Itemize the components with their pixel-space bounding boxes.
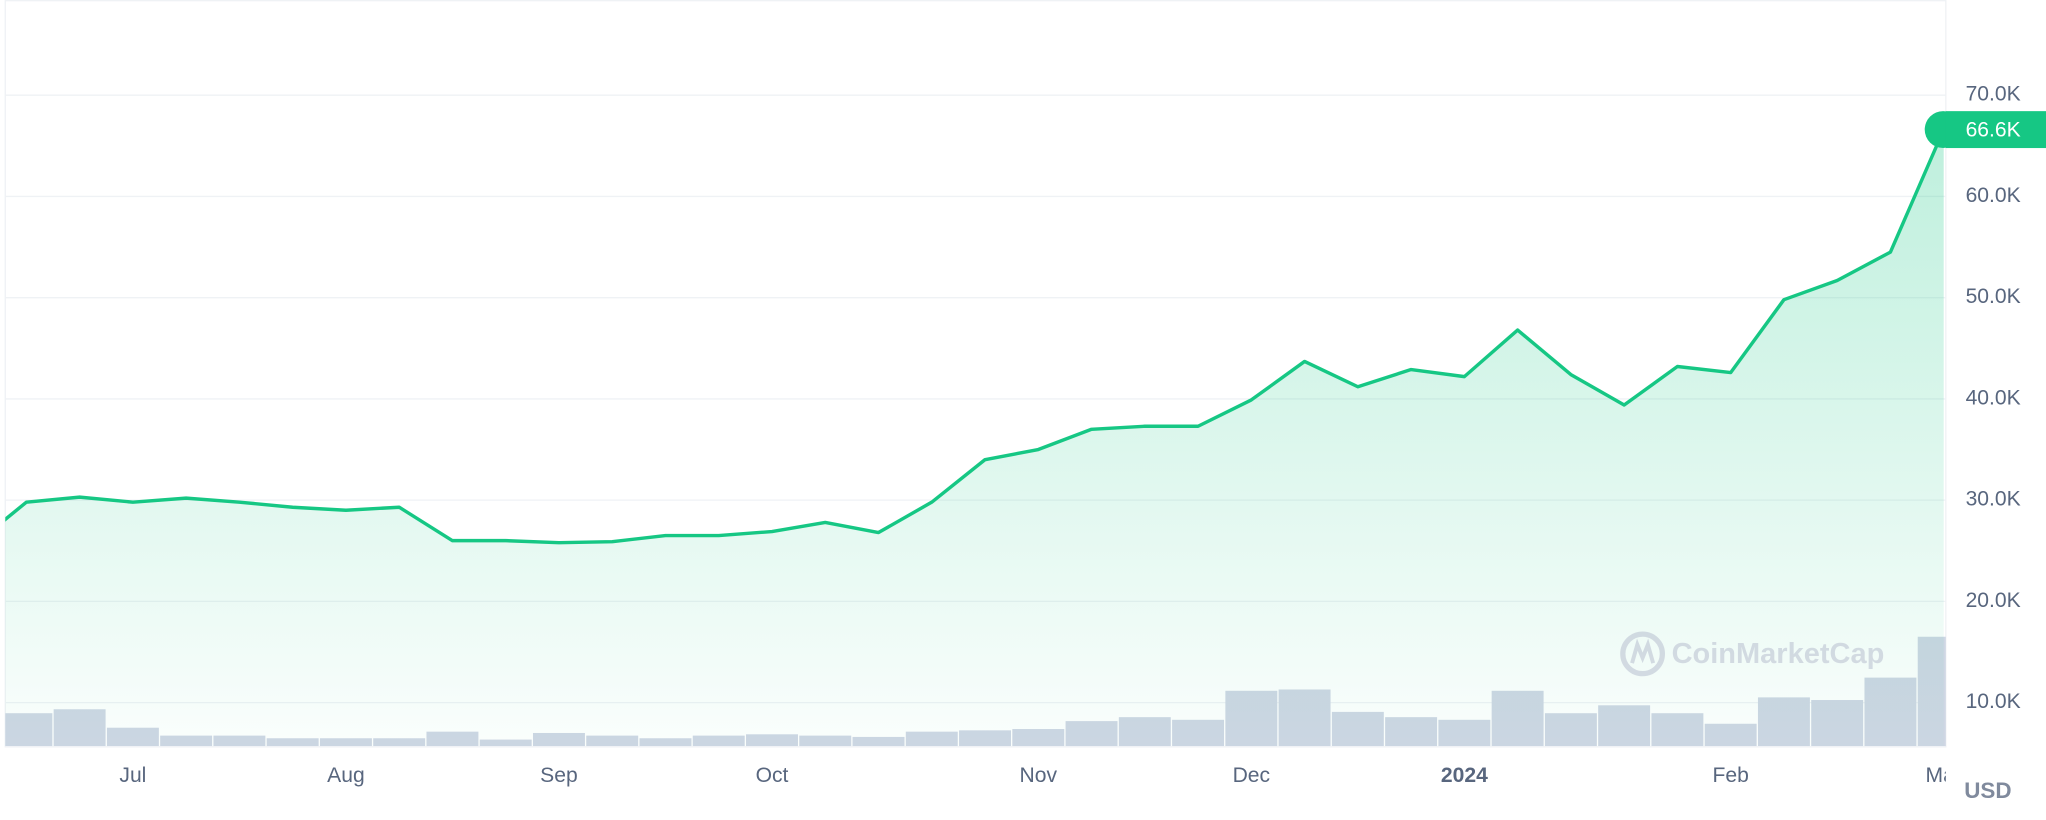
y-tick-label: 60.0K: [1966, 184, 2021, 207]
x-tick-label: Aug: [327, 764, 365, 787]
x-tick-label: Jul: [119, 764, 146, 787]
last-price-badge: [1945, 111, 2046, 149]
currency-label: USD: [1964, 778, 2011, 803]
x-tick-label: Nov: [1020, 764, 1058, 787]
x-tick-label: Sep: [540, 764, 578, 787]
y-tick-label: 10.0K: [1966, 690, 2021, 713]
price-line: [5, 128, 1946, 545]
y-tick-label: 30.0K: [1966, 488, 2021, 511]
watermark-logo: [1620, 631, 1666, 677]
x-tick-label: Dec: [1233, 764, 1270, 787]
watermark: CoinMarketCap: [1620, 631, 1885, 677]
plot-area: [5, 128, 1946, 747]
x-axis: Jul Aug Sep Oct Nov Dec 2024 Feb Mar: [119, 764, 1962, 787]
x-tick-label: Feb: [1712, 764, 1748, 787]
y-tick-label: 40.0K: [1966, 386, 2021, 409]
y-axis: 10.0K 20.0K 30.0K 40.0K 50.0K 60.0K 70.0K: [1966, 83, 2021, 713]
plot-frame: [4, 0, 1947, 748]
y-tick-label: 50.0K: [1966, 285, 2021, 308]
y-tick-label: 20.0K: [1966, 589, 2021, 612]
x-tick-label: 2024: [1441, 764, 1488, 787]
x-tick-label: Mar: [1926, 764, 1962, 787]
watermark-text: CoinMarketCap: [1672, 638, 1885, 670]
watermark-logo-mark: [1630, 638, 1656, 664]
last-price-label: 66.6K: [1966, 118, 2021, 141]
x-tick-label: Oct: [756, 764, 789, 787]
price-area: [5, 129, 1944, 747]
y-tick-label: 70.0K: [1966, 83, 2021, 106]
